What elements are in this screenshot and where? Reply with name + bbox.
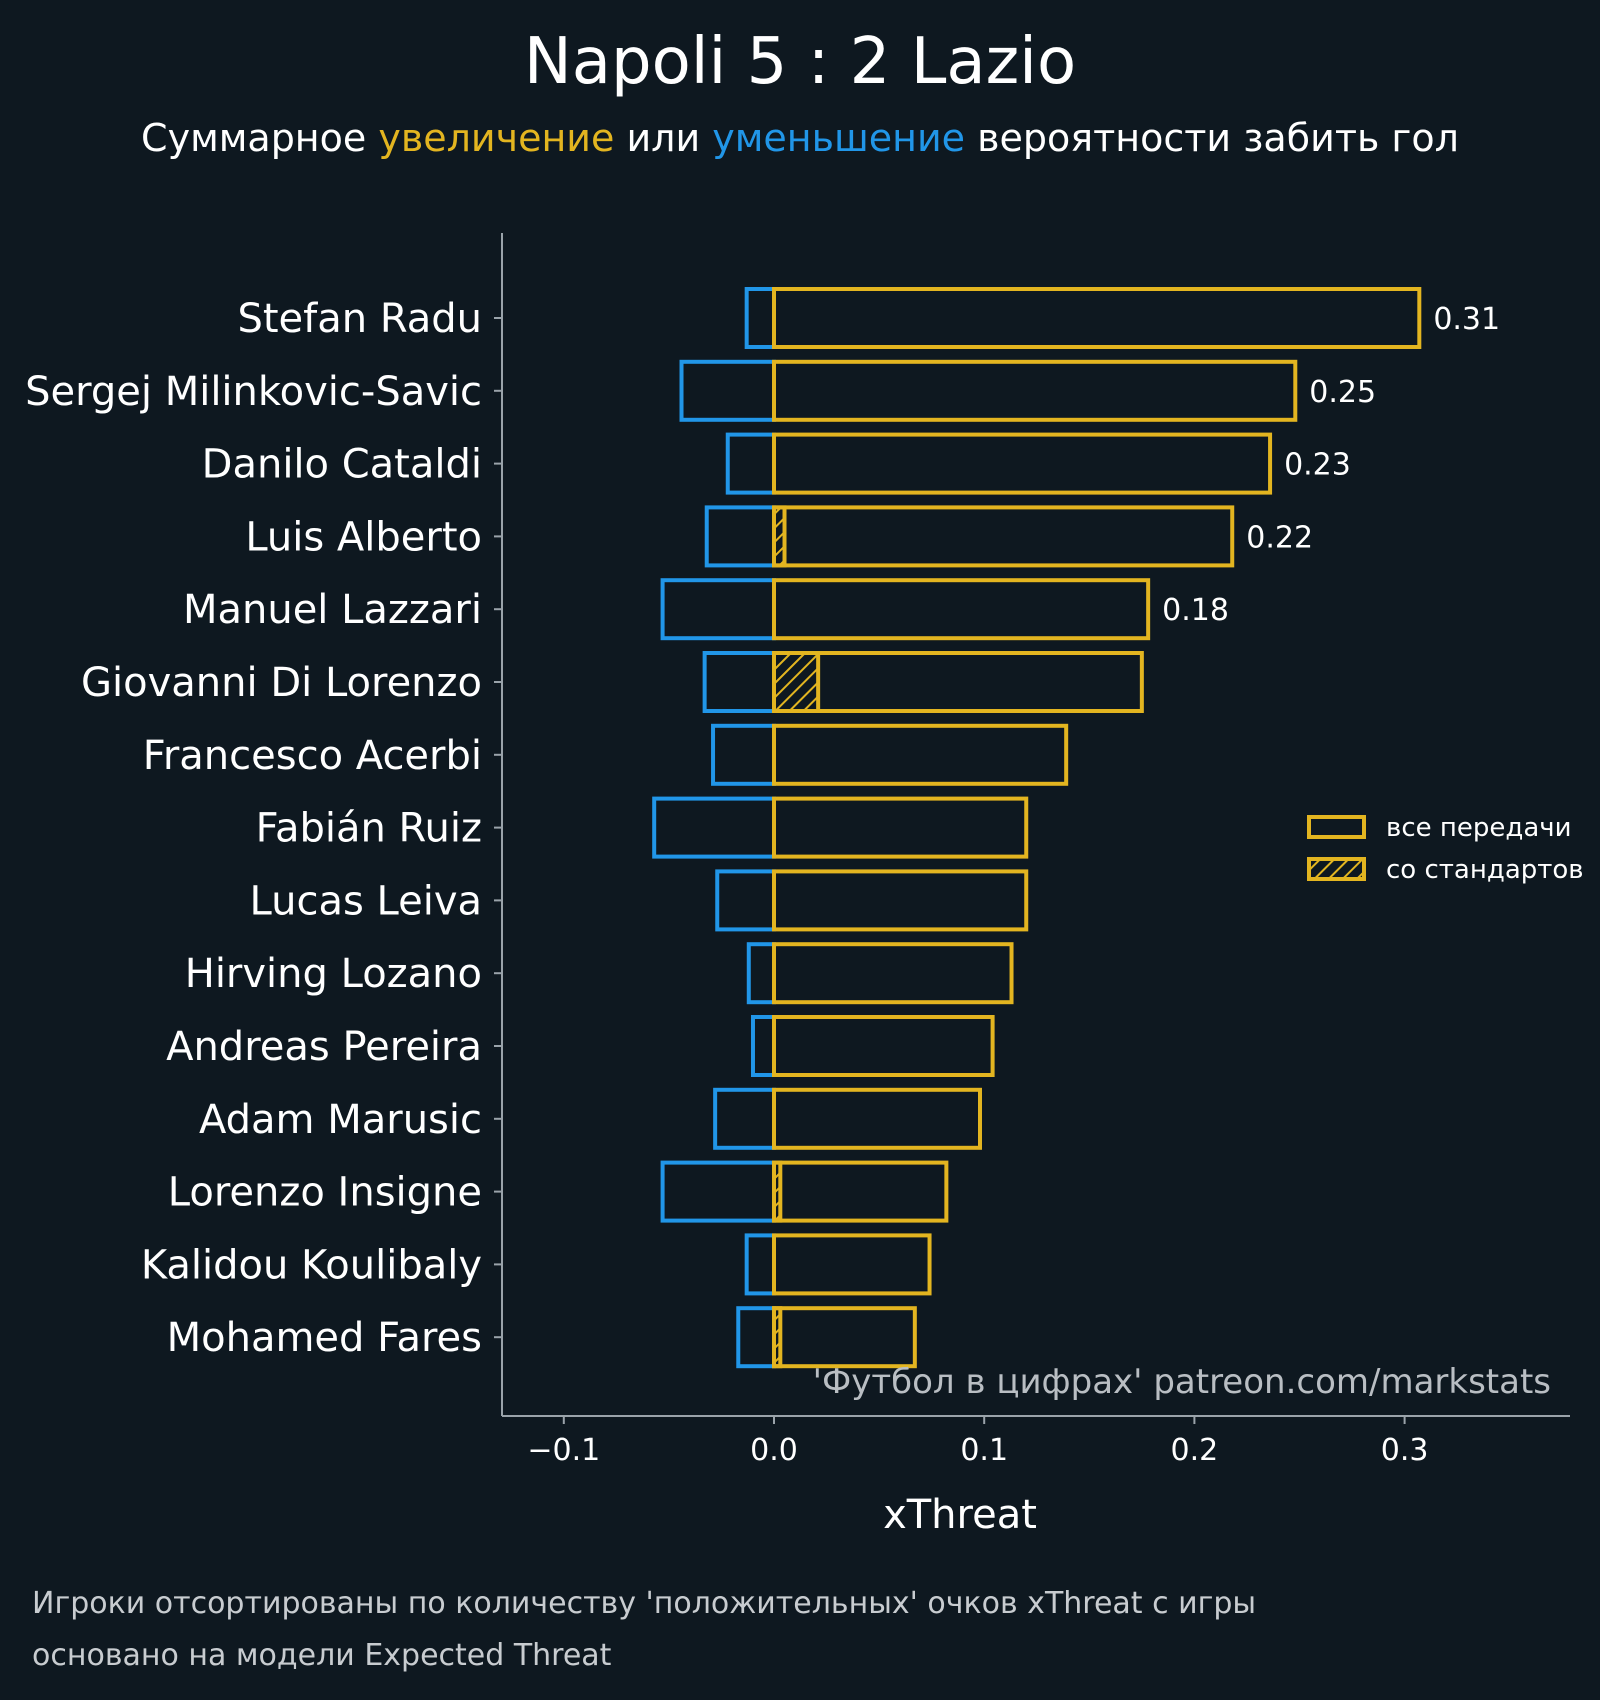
data-label: 0.25 bbox=[1309, 375, 1376, 410]
bar-decrease bbox=[725, 432, 776, 495]
y-tick-label: Fabián Ruiz bbox=[256, 806, 482, 852]
y-tick-label: Luis Alberto bbox=[245, 514, 482, 560]
subtitle-part3: вероятности забить гол bbox=[965, 116, 1459, 160]
bar-increase bbox=[772, 287, 1422, 349]
bar-increase bbox=[772, 578, 1151, 641]
legend-label-all-passes: все передачи bbox=[1386, 813, 1572, 843]
bar-increase bbox=[772, 796, 1029, 859]
bar-decrease bbox=[744, 1233, 777, 1296]
bars-group: 0.31 0.25 0.23 0.22 0.18 bbox=[652, 287, 1500, 1369]
y-tick-label: Kalidou Koulibaly bbox=[141, 1242, 482, 1288]
bar-decrease bbox=[746, 942, 777, 1005]
y-tick-label: Adam Marusic bbox=[199, 1097, 482, 1143]
bar-decrease bbox=[660, 578, 776, 641]
bar-decrease bbox=[715, 869, 776, 932]
bar-decrease bbox=[744, 287, 777, 349]
y-tick-label: Andreas Pereira bbox=[166, 1024, 482, 1070]
x-axis-label: xThreat bbox=[883, 1492, 1037, 1538]
x-tick-label: 0.3 bbox=[1381, 1433, 1429, 1468]
subtitle-part2: или bbox=[614, 116, 712, 160]
bar-increase bbox=[772, 1087, 982, 1150]
y-tick-label: Manuel Lazzari bbox=[183, 587, 482, 633]
bar-decrease bbox=[736, 1306, 776, 1369]
bar-increase bbox=[772, 1233, 932, 1296]
y-tick-label: Giovanni Di Lorenzo bbox=[81, 660, 482, 706]
y-tick-labels: Stefan Radu Sergej Milinkovic-Savic Danilo… bbox=[25, 296, 502, 1361]
y-tick-label: Lorenzo Insigne bbox=[168, 1170, 482, 1216]
bar-decrease bbox=[660, 1160, 776, 1223]
bar-increase bbox=[772, 359, 1298, 422]
subtitle-part1: Суммарное bbox=[141, 116, 378, 160]
x-tick-label: −0.1 bbox=[527, 1433, 600, 1468]
y-tick-label: Francesco Acerbi bbox=[143, 733, 482, 779]
y-tick-label: Lucas Leiva bbox=[250, 878, 482, 924]
subtitle-decrease: уменьшение bbox=[712, 116, 965, 160]
bar-increase bbox=[772, 1015, 995, 1077]
bar-increase bbox=[772, 942, 1014, 1005]
data-label: 0.22 bbox=[1246, 520, 1313, 555]
chart-title: Napoli 5 : 2 Lazio bbox=[524, 25, 1076, 99]
x-tick-label: 0.0 bbox=[750, 1433, 798, 1468]
y-tick-label: Hirving Lozano bbox=[185, 951, 482, 997]
legend-swatch-all-passes bbox=[1307, 815, 1366, 839]
legend-label-set-pieces: со стандартов bbox=[1386, 855, 1584, 885]
bar-decrease bbox=[704, 505, 777, 568]
data-label: 0.18 bbox=[1162, 593, 1229, 628]
y-tick-label: Sergej Milinkovic-Savic bbox=[25, 369, 482, 415]
bar-decrease bbox=[750, 1015, 776, 1077]
bar-increase bbox=[772, 505, 1235, 568]
bar-decrease bbox=[711, 723, 776, 786]
data-label: 0.23 bbox=[1284, 448, 1351, 483]
watermark: 'Футбол в цифрах' patreon.com/markstats bbox=[813, 1362, 1551, 1402]
bar-increase bbox=[772, 1160, 949, 1223]
footnote-line1: Игроки отсортированы по количеству 'поло… bbox=[32, 1586, 1256, 1621]
bar-increase bbox=[772, 1306, 917, 1369]
y-tick-label: Danilo Cataldi bbox=[202, 442, 482, 488]
y-tick-label: Stefan Radu bbox=[237, 296, 482, 342]
x-tick-label: 0.1 bbox=[960, 1433, 1008, 1468]
subtitle-increase: увеличение bbox=[378, 116, 614, 160]
x-tick-label: 0.2 bbox=[1171, 1433, 1219, 1468]
y-tick-label: Mohamed Fares bbox=[167, 1315, 482, 1361]
data-label: 0.31 bbox=[1433, 302, 1500, 337]
bar-increase bbox=[772, 869, 1029, 932]
chart-subtitle: Суммарное увеличение или уменьшение веро… bbox=[141, 116, 1459, 160]
bar-increase bbox=[772, 651, 1144, 713]
bar-decrease bbox=[679, 359, 777, 422]
bar-increase bbox=[772, 432, 1273, 495]
bar-decrease bbox=[702, 651, 776, 713]
bar-decrease bbox=[713, 1087, 776, 1150]
bar-increase bbox=[772, 723, 1069, 786]
bar-decrease bbox=[652, 796, 776, 859]
legend: все передачи со стандартов bbox=[1307, 813, 1584, 885]
footnote-line2: основано на модели Expected Threat bbox=[32, 1638, 612, 1673]
legend-swatch-set-pieces bbox=[1307, 857, 1366, 881]
x-ticks: −0.1 0.0 0.1 0.2 0.3 bbox=[527, 1416, 1428, 1468]
bar-set-pieces bbox=[772, 651, 821, 713]
